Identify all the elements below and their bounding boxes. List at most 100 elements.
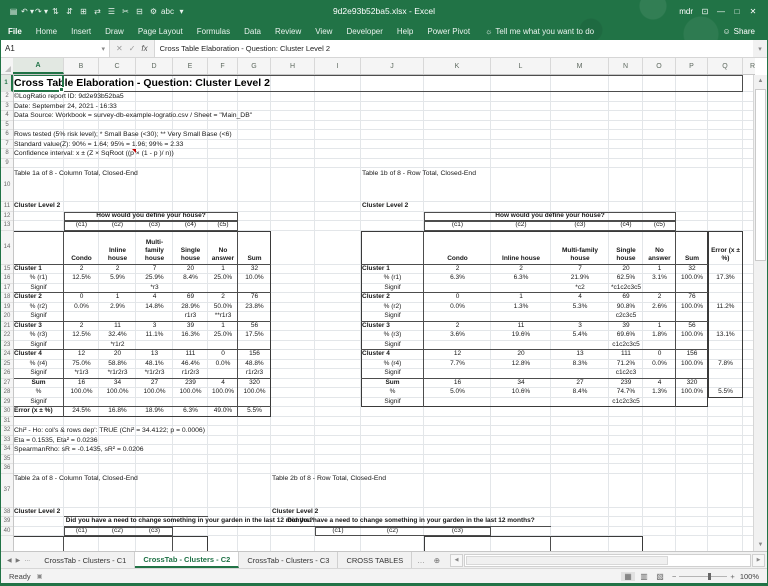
vertical-scroll-thumb[interactable] [755,89,767,261]
cell-E18[interactable]: 69 [186,293,195,301]
cell-O16[interactable]: 3.1% [652,274,667,282]
cell-N24[interactable]: 111 [621,350,631,358]
cell-N22[interactable]: 69.6% [616,331,636,339]
column-header-J[interactable]: J [361,58,424,74]
sort-ascending-icon[interactable]: ⇅ [52,6,59,16]
cell-A19[interactable]: % (r2) [29,302,48,310]
cell-K19[interactable]: 0.0% [450,302,465,310]
cell-G21[interactable]: 56 [250,321,259,329]
sheet-tab-crosstab-clusters-c3[interactable]: CrossTab - Clusters - C3 [239,552,339,568]
cell-N20[interactable]: c2c3c5 [615,312,637,320]
scroll-left-icon[interactable]: ◀ [450,553,464,567]
minimize-icon[interactable]: — [717,7,725,16]
formula-bar-expand-icon[interactable]: ▾ [758,45,762,53]
cell-M14[interactable]: Multi-family house [561,246,599,262]
cell-B13[interactable]: (c1) [75,221,88,229]
cell-N15[interactable]: 20 [622,264,630,272]
cell-C18[interactable]: 1 [115,293,120,301]
cell-M22[interactable]: 5.4% [572,331,588,339]
share-button[interactable]: ☺ Share [722,27,767,36]
cell-A32[interactable]: Chi² - Ho: col's & rows dep': TRUE (Chi²… [14,427,205,435]
cell-Q28[interactable]: 5.5% [718,388,733,396]
ribbon-tab-data[interactable]: Data [244,26,261,36]
row-header-18[interactable]: 18 [1,293,13,303]
cell-P28[interactable]: 100.0% [680,388,704,396]
column-header-D[interactable]: D [136,58,173,74]
row-header-30[interactable]: 30 [1,407,13,417]
row-header-9[interactable]: 9 [1,159,13,168]
zoom-in-icon[interactable]: + [730,571,735,581]
ribbon-tab-view[interactable]: View [315,26,333,36]
cell-O25[interactable]: 0.0% [652,359,667,367]
row-header-34[interactable]: 34 [1,445,13,455]
add-sheet-icon[interactable]: ⊕ [433,555,441,565]
cell-O15[interactable]: 1 [657,264,662,272]
ribbon-tab-developer[interactable]: Developer [346,26,383,36]
cell-A24[interactable]: Cluster 4 [14,350,42,358]
cell-G18[interactable]: 76 [250,293,259,301]
cell-H38[interactable]: Cluster Level 2 [272,507,319,515]
cell-A29[interactable]: Signif [30,397,47,405]
cell-L24[interactable]: 20 [517,350,525,358]
cell-A6[interactable]: Rows tested (5% risk level); * Small Bas… [14,131,232,139]
row-header-13[interactable]: 13 [1,221,13,231]
cell-F14[interactable]: No answer [211,246,235,262]
settings-icon[interactable]: ⚙ [149,6,158,16]
cell-J17[interactable]: Signif [384,283,401,291]
formula-input[interactable]: Cross Table Elaboration - Question: Clus… [154,40,753,57]
cell-E25[interactable]: 46.4% [181,359,200,367]
cell-C30[interactable]: 16.8% [108,407,127,415]
cell-B40[interactable]: (c1) [75,526,88,534]
cell-J29[interactable]: Signif [384,397,401,405]
cell-F20[interactable]: **r1r3 [214,312,232,320]
horizontal-scroll-track[interactable] [464,553,751,567]
cell-A20[interactable]: Signif [30,312,47,320]
row-header-10[interactable]: 10 [1,168,13,202]
cell-E22[interactable]: 16.3% [181,331,200,339]
name-box-dropdown-icon[interactable]: ▾ [101,45,105,53]
cell-P15[interactable]: 32 [688,264,696,272]
cell-Q22[interactable]: 13.1% [716,331,735,339]
cell-A27[interactable]: Sum [31,378,46,386]
cell-D22[interactable]: 11.1% [145,331,164,339]
cell-A23[interactable]: Signif [30,340,47,348]
cell-B16[interactable]: 12.5% [72,274,91,282]
cell-L27[interactable]: 34 [517,378,525,386]
next-sheet-icon[interactable]: ▶ [15,557,21,564]
column-header-B[interactable]: B [64,58,99,74]
row-header-32[interactable]: 32 [1,426,13,436]
column-header-P[interactable]: P [676,58,708,74]
close-icon[interactable]: ✕ [749,7,757,16]
cell-B25[interactable]: 75.0% [72,359,91,367]
cell-B30[interactable]: 24.5% [72,407,91,415]
cell-B19[interactable]: 0.0% [74,302,89,310]
cell-D25[interactable]: 48.1% [145,359,164,367]
cell-K24[interactable]: 12 [453,350,462,358]
cell-K15[interactable]: 2 [455,264,460,272]
cell-C27[interactable]: 34 [113,378,122,386]
cell-O13[interactable]: (c5) [653,221,666,229]
cell-A33[interactable]: Eta = 0.1535, Eta² = 0.0236 [14,436,98,444]
cell-A17[interactable]: Signif [30,283,47,291]
cell-H39[interactable]: Did you have a need to change something … [287,517,535,525]
row-header-23[interactable]: 23 [1,341,13,350]
ribbon-tab-home[interactable]: Home [35,26,58,36]
cell-D28[interactable]: 100.0% [143,388,166,396]
cell-B39[interactable]: Did you have a need to change something … [65,517,314,525]
cell-N21[interactable]: 39 [622,321,630,329]
cell-C14[interactable]: Inline house [107,246,128,262]
undo-icon[interactable]: ↶ ▾ [21,6,34,16]
cell-D19[interactable]: 14.8% [145,302,164,310]
cell-N18[interactable]: 69 [622,293,630,301]
cell-M21[interactable]: 3 [578,321,582,329]
cell-D13[interactable]: (c3) [148,221,161,229]
cell-J27[interactable]: Sum [385,378,400,386]
cell-C25[interactable]: 58.8% [108,359,127,367]
cell-F22[interactable]: 25.0% [213,331,233,339]
cell-J26[interactable]: Signif [384,369,401,377]
cell-G25[interactable]: 48.8% [245,359,264,367]
cell-L19[interactable]: 1.3% [513,302,529,310]
freeze-panes-icon[interactable]: ☰ [107,6,116,16]
cell-F18[interactable]: 2 [221,293,225,301]
cell-D27[interactable]: 27 [150,378,159,386]
